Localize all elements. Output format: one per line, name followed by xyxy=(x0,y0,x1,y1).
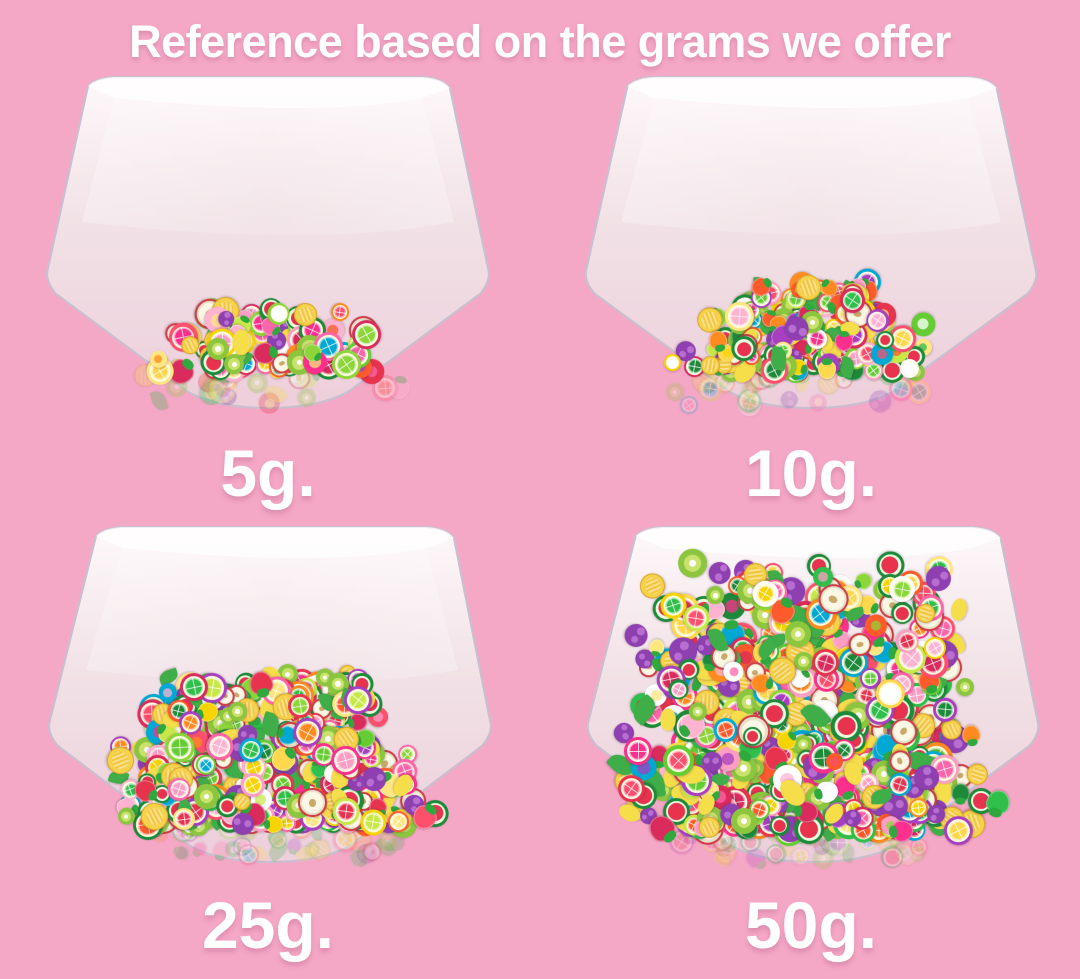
sample-card-50g[interactable]: 50g. xyxy=(556,520,1066,979)
sample-card-5g[interactable]: 5g. xyxy=(18,72,518,512)
bowl-inner-wall xyxy=(82,98,454,235)
bowl-rim xyxy=(627,77,997,108)
gram-label-50g: 50g. xyxy=(556,892,1066,958)
bowl-body xyxy=(586,525,1040,864)
bowl-50g xyxy=(556,520,1066,878)
bowl-inner-wall xyxy=(621,98,1001,235)
bowl-rim xyxy=(96,527,454,558)
gram-label-5g: 5g. xyxy=(18,440,518,506)
bowl-graphic xyxy=(584,75,1038,410)
bowl-inner-wall xyxy=(86,548,458,683)
bowl-5g xyxy=(18,72,518,424)
bowl-rim xyxy=(88,77,450,108)
sample-card-25g[interactable]: 25g. xyxy=(18,520,518,979)
bowl-graphic xyxy=(586,525,1040,864)
bowl-graphic xyxy=(45,75,491,410)
page-title: Reference based on the grams we offer xyxy=(0,16,1080,68)
gram-label-25g: 25g. xyxy=(18,892,518,958)
gram-label-10g: 10g. xyxy=(556,440,1066,506)
bowl-10g xyxy=(556,72,1066,424)
bowl-25g xyxy=(18,520,518,878)
bowl-rim xyxy=(635,527,1001,558)
sample-card-10g[interactable]: 10g. xyxy=(556,72,1066,512)
bowl-graphic xyxy=(47,525,493,864)
